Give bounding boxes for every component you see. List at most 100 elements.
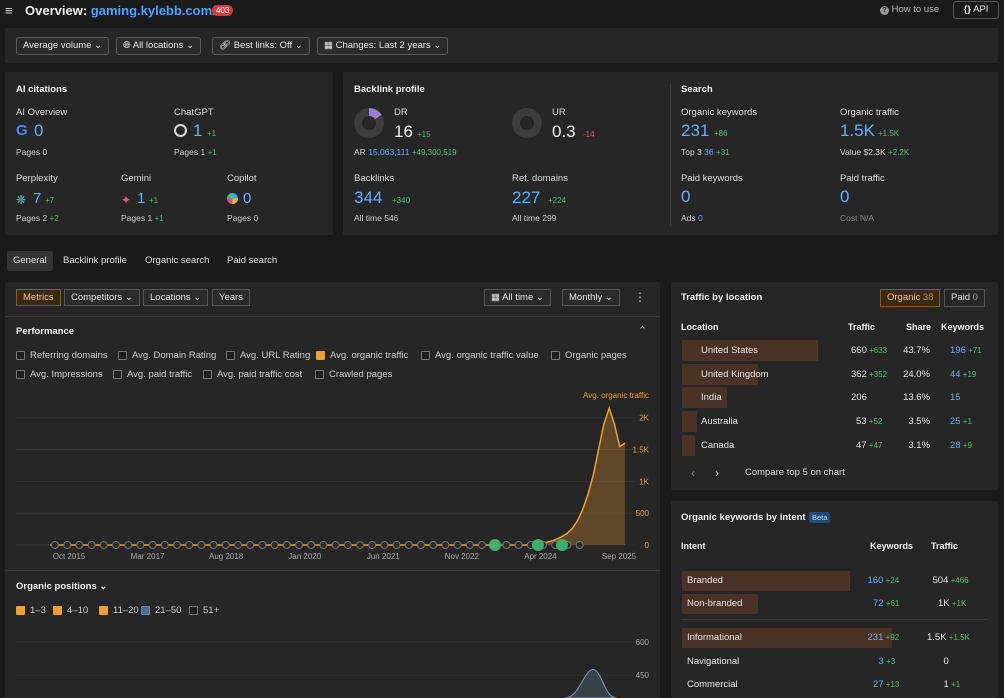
traffic-value: 1	[943, 679, 949, 690]
tab-backlink-profile[interactable]: Backlink profile	[63, 255, 127, 266]
paid-traffic-value[interactable]: 0	[840, 187, 850, 206]
keywords-delta: +92	[883, 633, 900, 642]
changes-dropdown[interactable]: ▦ Changes: Last 2 years ⌄	[317, 37, 449, 55]
how-to-use-link[interactable]: ? How to use	[880, 4, 939, 15]
ref-domains-value[interactable]: 227	[512, 188, 541, 207]
chatgpt-value[interactable]: 1	[193, 121, 203, 140]
all-time-dropdown[interactable]: ▦ All time ⌄	[484, 289, 551, 306]
api-button[interactable]: {} API	[953, 1, 999, 19]
performance-checkbox[interactable]: Crawled pages	[315, 369, 392, 380]
perplexity-label: Perplexity	[16, 173, 58, 184]
position-checkbox[interactable]: 21–50	[141, 605, 181, 616]
intent-bar	[682, 571, 850, 591]
location-share-bar	[682, 363, 758, 385]
menu-icon[interactable]: ≡	[5, 3, 13, 18]
location-name[interactable]: Australia	[701, 416, 738, 428]
checkbox-icon	[16, 350, 25, 360]
organic-toggle[interactable]: Organic 38	[880, 289, 941, 307]
intent-keywords[interactable]: 72 +61	[873, 598, 899, 609]
location-name[interactable]: Canada	[701, 439, 735, 451]
organic-keywords-value[interactable]: 231	[681, 121, 710, 140]
location-keywords[interactable]: 15	[950, 392, 961, 403]
best-links-dropdown[interactable]: 🔗︎ Best links: Off ⌄	[212, 37, 310, 55]
prev-icon[interactable]: ‹	[691, 466, 695, 480]
years-button[interactable]: Years	[212, 289, 250, 306]
traffic-value: 504	[932, 575, 949, 586]
domain-link[interactable]: gaming.kylebb.com/	[90, 3, 216, 18]
position-checkbox[interactable]: 51+	[189, 605, 219, 616]
perplexity-value[interactable]: 7	[33, 190, 42, 207]
location-keywords[interactable]: 44 +19	[950, 369, 976, 380]
metrics-button[interactable]: Metrics	[16, 289, 61, 306]
performance-checkbox[interactable]: Avg. Domain Rating	[118, 350, 216, 361]
competitors-dropdown[interactable]: Competitors ⌄	[64, 289, 140, 306]
performance-checkbox[interactable]: Organic pages	[551, 350, 627, 361]
volume-dropdown[interactable]: Average volume ⌄	[16, 37, 110, 55]
organic-positions-chart[interactable]: 600 450	[5, 625, 660, 698]
performance-checkbox[interactable]: Avg. URL Rating	[226, 350, 310, 361]
monthly-dropdown[interactable]: Monthly ⌄	[562, 289, 620, 306]
position-checkbox[interactable]: 11–20	[99, 605, 139, 616]
position-checkbox[interactable]: 4–10	[53, 605, 88, 616]
performance-checkbox[interactable]: Avg. paid traffic cost	[203, 369, 302, 380]
location-name[interactable]: India	[701, 392, 722, 404]
performance-checkbox[interactable]: Avg. Impressions	[16, 369, 103, 380]
locations-dropdown[interactable]: 🌐︎ All locations ⌄	[116, 37, 202, 55]
y-tick-label: 0	[645, 541, 650, 550]
tab-paid-search[interactable]: Paid search	[227, 255, 278, 266]
y-tick-label: 2K	[639, 414, 649, 423]
compare-link[interactable]: Compare top 5 on chart	[745, 467, 845, 478]
location-traffic: 206	[851, 392, 923, 403]
checkbox-icon	[141, 605, 150, 615]
copilot-value[interactable]: 0	[243, 190, 252, 207]
chevron-down-icon: ⌄	[94, 40, 103, 51]
checkbox-icon	[551, 350, 560, 360]
tab-organic-search[interactable]: Organic search	[145, 255, 210, 266]
dr-delta: +15	[417, 130, 431, 139]
annotation-marker	[307, 541, 316, 549]
paid-traffic-label: Paid traffic	[840, 173, 885, 184]
performance-checkbox[interactable]: Avg. organic traffic value	[421, 350, 539, 361]
intent-keywords[interactable]: 27 +13	[873, 679, 899, 690]
annotation-marker	[368, 541, 377, 549]
intent-name: Informational	[687, 632, 742, 643]
tab-general[interactable]: General	[7, 251, 53, 271]
position-checkbox[interactable]: 1–3	[16, 605, 46, 616]
traffic-value: 1K	[938, 598, 950, 609]
performance-checkbox[interactable]: Referring domains	[16, 350, 108, 361]
traffic-delta: +1.5K	[946, 633, 970, 642]
organic-positions-title[interactable]: Organic positions ⌄	[16, 581, 108, 592]
locations-chart-dropdown[interactable]: Locations ⌄	[143, 289, 209, 306]
collapse-icon[interactable]: ⌃	[638, 325, 648, 337]
location-share-bar	[682, 387, 727, 409]
location-keywords[interactable]: 196 +71	[950, 345, 982, 356]
intent-keywords[interactable]: 3 +3	[879, 656, 896, 667]
gemini-value[interactable]: 1	[137, 190, 146, 207]
intent-keywords[interactable]: 231 +92	[868, 632, 900, 643]
location-name[interactable]: United States	[701, 345, 759, 356]
performance-checkbox[interactable]: Avg. paid traffic	[113, 369, 192, 380]
paid-toggle[interactable]: Paid 0	[944, 289, 985, 307]
ur-value[interactable]: 0.3	[552, 122, 576, 141]
more-options-icon[interactable]: ⋮	[634, 290, 646, 304]
paid-keywords-value[interactable]: 0	[681, 187, 691, 206]
location-name[interactable]: United Kingdom	[701, 368, 769, 380]
next-icon[interactable]: ›	[715, 466, 719, 480]
ai-overview-value[interactable]: 0	[34, 121, 44, 140]
performance-chart[interactable]: 0 500 1K 1.5K 2K Avg. organic traffic Oct 2015…	[5, 385, 660, 570]
dr-value[interactable]: 16	[394, 122, 413, 141]
intent-keywords[interactable]: 160 +24	[868, 575, 900, 586]
organic-traffic-value[interactable]: 1.5K	[840, 121, 875, 140]
location-keywords[interactable]: 28 +9	[950, 440, 972, 451]
checkbox-icon	[113, 369, 122, 379]
google-icon: G	[16, 122, 28, 139]
keywords-value: 3	[878, 656, 884, 667]
col-traffic[interactable]: Traffic	[848, 322, 876, 332]
backlinks-value[interactable]: 344	[354, 188, 383, 207]
checkbox-label: Organic pages	[565, 350, 627, 361]
chevron-down-icon: ⌄	[294, 40, 303, 51]
performance-checkbox[interactable]: Avg. organic traffic	[316, 350, 408, 361]
location-keywords[interactable]: 25 +1	[950, 416, 972, 427]
ref-domains-all-time: All time 299	[512, 213, 557, 223]
chatgpt-delta: +1	[207, 129, 217, 138]
